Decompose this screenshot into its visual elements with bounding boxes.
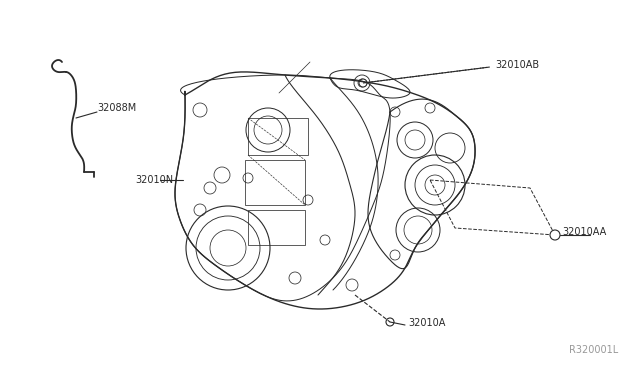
- Circle shape: [550, 230, 560, 240]
- Text: 32010AA: 32010AA: [562, 227, 606, 237]
- Circle shape: [359, 79, 367, 87]
- Text: 32088M: 32088M: [97, 103, 136, 113]
- Text: 32010A: 32010A: [408, 318, 445, 328]
- Circle shape: [386, 318, 394, 326]
- Text: 32010N: 32010N: [135, 175, 173, 185]
- Text: R320001L: R320001L: [569, 345, 618, 355]
- Text: 32010AB: 32010AB: [495, 60, 539, 70]
